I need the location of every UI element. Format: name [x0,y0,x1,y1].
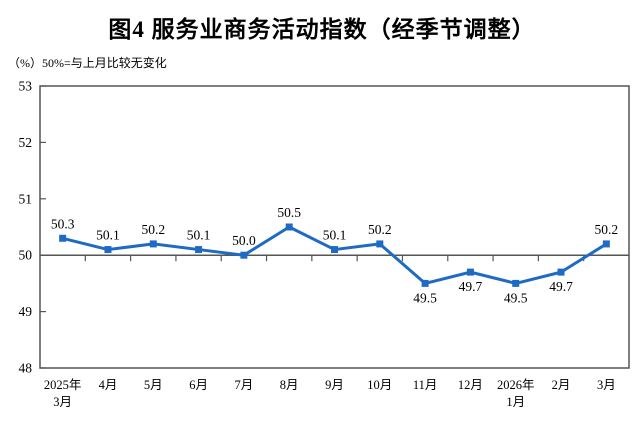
chart-title: 图4 服务业商务活动指数（经季节调整） [108,17,536,42]
data-label: 50.2 [368,222,392,237]
data-point-marker [376,240,384,248]
data-point-marker [602,240,610,248]
data-point-marker [59,234,67,242]
y-axis-label: 49 [19,304,33,319]
y-axis-label: 52 [19,135,33,150]
y-axis-label: 51 [19,191,33,206]
x-axis-label: 1月 [506,395,525,409]
data-label: 49.7 [549,279,573,294]
data-point-marker [240,251,248,259]
data-label: 49.5 [413,290,437,305]
x-axis-label: 7月 [235,378,254,392]
x-axis-label: 3月 [597,378,616,392]
data-point-marker [421,279,429,287]
x-axis-label: 9月 [325,378,344,392]
data-point-marker [195,246,203,254]
data-point-marker [512,279,520,287]
x-axis-label: 4月 [99,378,118,392]
data-point-marker [331,246,338,254]
x-axis-label: 5月 [144,378,163,392]
data-label: 50.2 [595,222,619,237]
data-label: 49.5 [504,290,528,305]
data-label: 50.5 [277,205,301,220]
data-label: 50.2 [141,222,165,237]
data-point-marker [149,240,157,248]
x-axis-label: 11月 [413,378,438,392]
data-point-marker [104,246,112,254]
y-axis-label: 53 [19,79,33,94]
x-axis-label: 2025年 [44,378,82,392]
x-axis-label: 2026年 [497,378,535,392]
plot-border [39,85,630,369]
y-axis-label: 50 [19,248,33,263]
data-point-marker [466,268,474,276]
x-axis-label: 3月 [53,395,72,409]
data-label: 50.1 [96,228,120,243]
x-axis-label: 12月 [458,378,483,392]
x-axis-label: 2月 [552,378,571,392]
x-axis-label: 6月 [189,378,208,392]
y-axis-label: 48 [19,361,33,376]
data-label: 50.1 [323,228,347,243]
data-point-marker [557,268,565,276]
data-label: 50.1 [187,228,211,243]
x-axis-label: 8月 [280,378,299,392]
data-label: 50.0 [232,233,256,248]
data-label: 49.7 [459,279,483,294]
x-axis-label: 10月 [367,378,392,392]
data-label: 50.3 [51,216,75,231]
y-axis-unit-note: （%）50%=与上月比较无变化 [8,56,167,70]
data-point-marker [285,223,293,231]
